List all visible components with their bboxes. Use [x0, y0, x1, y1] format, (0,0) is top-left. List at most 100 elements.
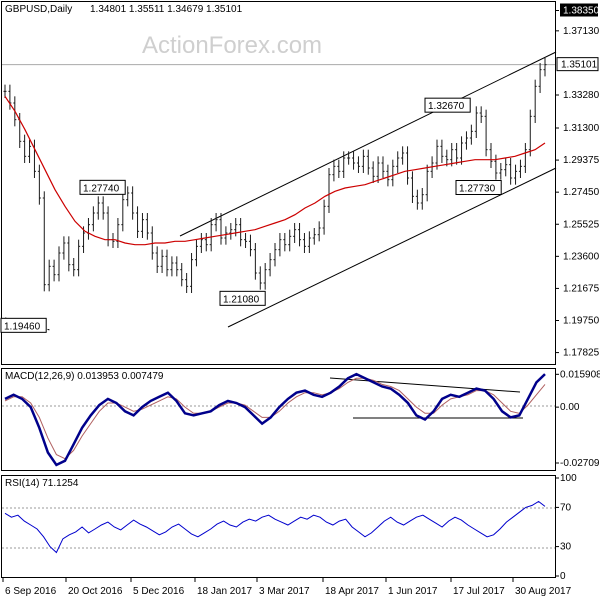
macd-trendline-upper	[329, 377, 521, 393]
price-bar	[72, 258, 76, 277]
price-tick-label: 1.38350	[563, 6, 600, 17]
time-tick-label: 1 Jun 2017	[388, 586, 438, 597]
price-bar	[62, 236, 66, 260]
price-bar	[425, 164, 429, 202]
annotation-box	[455, 180, 502, 195]
price-bar	[406, 146, 410, 185]
symbol-label: GBPUSD,Daily	[5, 4, 72, 15]
price-bar	[224, 226, 228, 245]
price-bar	[489, 143, 493, 168]
macd-panel-frame	[1, 368, 556, 471]
price-bar	[352, 151, 356, 170]
price-bar	[514, 164, 518, 185]
price-bar	[450, 143, 454, 167]
price-bar	[528, 109, 532, 157]
price-bar	[47, 259, 51, 292]
annotation-label: 1.32670	[428, 101, 465, 112]
price-tick-label: 1.29375	[563, 155, 600, 166]
price-bar	[518, 159, 522, 178]
price-bar	[499, 163, 503, 180]
current-price-label: 1.35101	[561, 60, 598, 71]
price-bar	[317, 221, 321, 242]
time-tick-label: 18 Jan 2017	[197, 586, 252, 597]
price-bar	[116, 218, 120, 248]
price-bar	[165, 249, 169, 277]
price-bar	[302, 233, 306, 253]
rsi-axis: 100 70 30 0	[555, 473, 577, 582]
price-bar	[180, 263, 184, 287]
price-bar	[263, 263, 267, 290]
price-bar	[440, 139, 444, 163]
price-bar	[322, 199, 326, 235]
price-tick-label: 1.27450	[563, 187, 600, 198]
price-tick-label: 1.17825	[563, 348, 600, 359]
rsi-line	[4, 500, 546, 554]
price-bar	[268, 253, 272, 277]
price-bar	[356, 156, 360, 173]
price-bar	[479, 106, 483, 123]
price-bar	[361, 149, 365, 173]
price-bar	[229, 223, 233, 240]
price-bar	[28, 139, 32, 163]
price-bar	[37, 164, 41, 205]
price-bar	[190, 253, 194, 293]
price-bar	[140, 213, 144, 238]
rsi-tick-label: 0	[560, 571, 566, 582]
price-bar	[469, 124, 473, 145]
ohlc-label: 1.34801 1.35511 1.34679 1.35101	[90, 4, 243, 15]
price-bar	[170, 256, 174, 277]
price-bar	[136, 206, 140, 238]
macd-tick-label: 0.015908	[560, 369, 600, 380]
price-tick-label: 1.21675	[563, 283, 600, 294]
price-bar	[337, 159, 341, 178]
price-bar	[460, 136, 464, 165]
price-bar	[57, 246, 61, 282]
price-bar	[494, 154, 498, 180]
time-tick-label: 6 Sep 2016	[5, 586, 57, 597]
time-tick-label: 20 Oct 2016	[68, 586, 123, 597]
time-tick-label: 17 Jul 2017	[453, 586, 505, 597]
price-bar	[410, 171, 414, 203]
price-bar	[376, 156, 380, 183]
time-tick-label: 30 Aug 2017	[515, 586, 572, 597]
price-tick-label: 1.37130	[563, 26, 600, 37]
price-bar	[415, 189, 419, 210]
price-bar	[145, 213, 149, 240]
price-bar	[214, 213, 218, 232]
macd-tick-label: -0.027092	[560, 458, 600, 469]
price-bar	[3, 84, 7, 98]
price-bar	[543, 58, 547, 77]
price-bar	[131, 186, 135, 220]
price-tick-label: 1.19750	[563, 316, 600, 327]
price-bar	[509, 158, 513, 185]
price-bar	[347, 151, 351, 165]
price-bar	[288, 229, 292, 252]
price-bar	[244, 233, 248, 248]
price-bar	[371, 161, 375, 183]
price-bar	[523, 143, 527, 173]
price-bar	[185, 273, 189, 293]
price-bar	[248, 234, 252, 257]
price-bars	[3, 58, 547, 293]
price-bar	[253, 243, 257, 280]
price-bar	[209, 218, 213, 252]
macd-axis: 0.015908 0.00 -0.027092	[555, 369, 600, 469]
price-bar	[77, 239, 81, 277]
macd-line	[4, 372, 546, 467]
price-bar	[396, 151, 400, 173]
rsi-tick-label: 30	[560, 542, 572, 553]
price-bar	[96, 196, 100, 220]
price-bar	[67, 236, 71, 272]
watermark: ActionForex.com	[142, 32, 322, 59]
time-tick-label: 5 Dec 2016	[133, 586, 185, 597]
annotation-box	[0, 317, 47, 333]
current-price-tag	[556, 57, 599, 72]
price-bar	[155, 246, 159, 273]
annotation-box	[424, 97, 471, 113]
macd-title: MACD(12,26,9) 0.013953 0.007479	[5, 371, 164, 382]
price-bar	[126, 186, 130, 207]
price-bar	[101, 196, 105, 220]
rsi-panel-frame	[1, 475, 556, 578]
price-annotations: 1.19460 1.27740 1.21080 1.32670 1.27730	[0, 97, 502, 333]
